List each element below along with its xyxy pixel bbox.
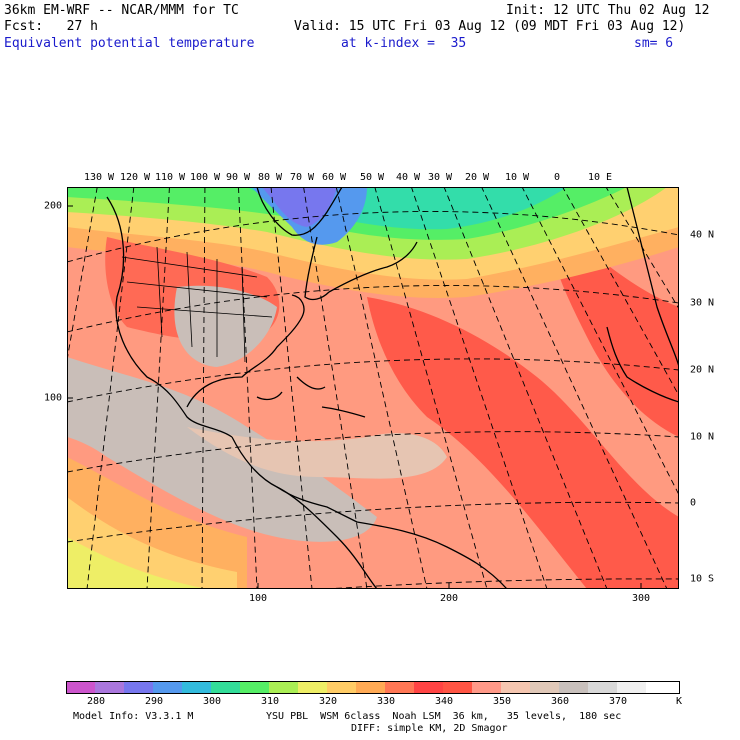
colorbar-swatch xyxy=(385,681,414,693)
colorbar-swatch xyxy=(66,681,95,693)
colorbar-swatch xyxy=(559,681,588,693)
lat-label-10n: 10 N xyxy=(690,431,715,443)
colorbar-swatch xyxy=(211,681,240,693)
colorbar-label: 330 xyxy=(376,696,396,707)
colorbar-label: 280 xyxy=(86,696,106,707)
lat-label-40n: 40 N xyxy=(690,229,715,241)
lon-label-80w: 80 W xyxy=(257,172,283,183)
colorbar-swatch xyxy=(530,681,559,693)
map-panel xyxy=(67,187,679,589)
lat-label-30n: 30 N xyxy=(690,297,715,309)
latlon-grid xyxy=(67,187,679,589)
colorbar-swatch xyxy=(414,681,443,693)
colorbar-label: 360 xyxy=(550,696,570,707)
lon-label-10w: 10 W xyxy=(504,172,530,183)
init-time: Init: 12 UTC Thu 02 Aug 12 xyxy=(506,3,710,18)
lat-label-0: 0 xyxy=(690,497,697,509)
colorbar-swatch xyxy=(588,681,617,693)
smoothing-label: sm= 6 xyxy=(634,36,674,51)
colorbar-label: 310 xyxy=(260,696,280,707)
grid-x-label-200: 200 xyxy=(439,593,459,604)
model-info: Model Info: V3.3.1 M xyxy=(73,711,194,722)
grid-x-label-100: 100 xyxy=(248,593,268,604)
colorbar-label: 300 xyxy=(202,696,222,707)
lon-label-100w: 100 W xyxy=(189,172,221,183)
coastlines xyxy=(106,187,679,589)
lon-label-30w: 30 W xyxy=(427,172,453,183)
colorbar xyxy=(66,681,675,693)
colorbar-label: 340 xyxy=(434,696,454,707)
model-title: 36km EM-WRF -- NCAR/MMM for TC xyxy=(4,3,239,18)
lon-label-50w: 50 W xyxy=(359,172,385,183)
colorbar-swatch xyxy=(298,681,327,693)
grid-y-label-100: 100 xyxy=(43,392,62,404)
lon-label-10e: 10 E xyxy=(587,172,613,183)
lon-label-60w: 60 W xyxy=(321,172,347,183)
lat-label-20n: 20 N xyxy=(690,364,715,376)
lon-label-40w: 40 W xyxy=(395,172,421,183)
colorbar-label: 290 xyxy=(144,696,164,707)
map-frame xyxy=(67,187,679,589)
grid-y-label-200: 200 xyxy=(43,200,62,212)
colorbar-swatch xyxy=(153,681,182,693)
level-index: at k-index = 35 xyxy=(341,36,467,51)
field-south-yellowgreen xyxy=(67,537,207,589)
colorbar-label: 350 xyxy=(492,696,512,707)
lon-label-110w: 110 W xyxy=(154,172,186,183)
field-name: Equivalent potential temperature xyxy=(4,36,255,51)
valid-time: Valid: 15 UTC Fri 03 Aug 12 (09 MDT Fri … xyxy=(294,19,686,34)
colorbar-swatch xyxy=(501,681,530,693)
field-east-us-grey xyxy=(174,285,277,367)
colorbar-swatch xyxy=(617,681,646,693)
colorbar-label: 370 xyxy=(608,696,628,707)
physics-info: YSU PBL WSM 6class Noah LSM 36 km, 35 le… xyxy=(266,711,622,722)
colorbar-swatch xyxy=(472,681,501,693)
forecast-hour: Fcst: 27 h xyxy=(4,19,98,34)
colorbar-unit: K xyxy=(675,696,683,707)
lon-label-70w: 70 W xyxy=(289,172,315,183)
lon-label-130w: 130 W xyxy=(83,172,115,183)
field-tropics-beige xyxy=(187,427,447,479)
lon-label-120w: 120 W xyxy=(119,172,151,183)
lat-label-10s: 10 S xyxy=(690,573,715,585)
political-boundaries xyxy=(121,246,273,363)
colorbar-swatch xyxy=(240,681,269,693)
diffusion-info: DIFF: simple KM, 2D Smagor xyxy=(351,723,508,734)
colorbar-label: 320 xyxy=(318,696,338,707)
colorbar-swatch xyxy=(182,681,211,693)
field-atlantic-red xyxy=(367,297,679,589)
lon-label-0: 0 xyxy=(553,172,561,183)
lon-label-90w: 90 W xyxy=(225,172,251,183)
field-greenland-purple xyxy=(262,187,337,227)
colorbar-swatch xyxy=(356,681,385,693)
grid-x-label-300: 300 xyxy=(631,593,651,604)
colorbar-swatch xyxy=(124,681,153,693)
colorbar-swatch xyxy=(443,681,472,693)
colorbar-swatch xyxy=(95,681,124,693)
lon-label-20w: 20 W xyxy=(464,172,490,183)
colorbar-swatch xyxy=(327,681,356,693)
colorbar-swatch xyxy=(269,681,298,693)
colorbar-swatch xyxy=(646,681,675,693)
